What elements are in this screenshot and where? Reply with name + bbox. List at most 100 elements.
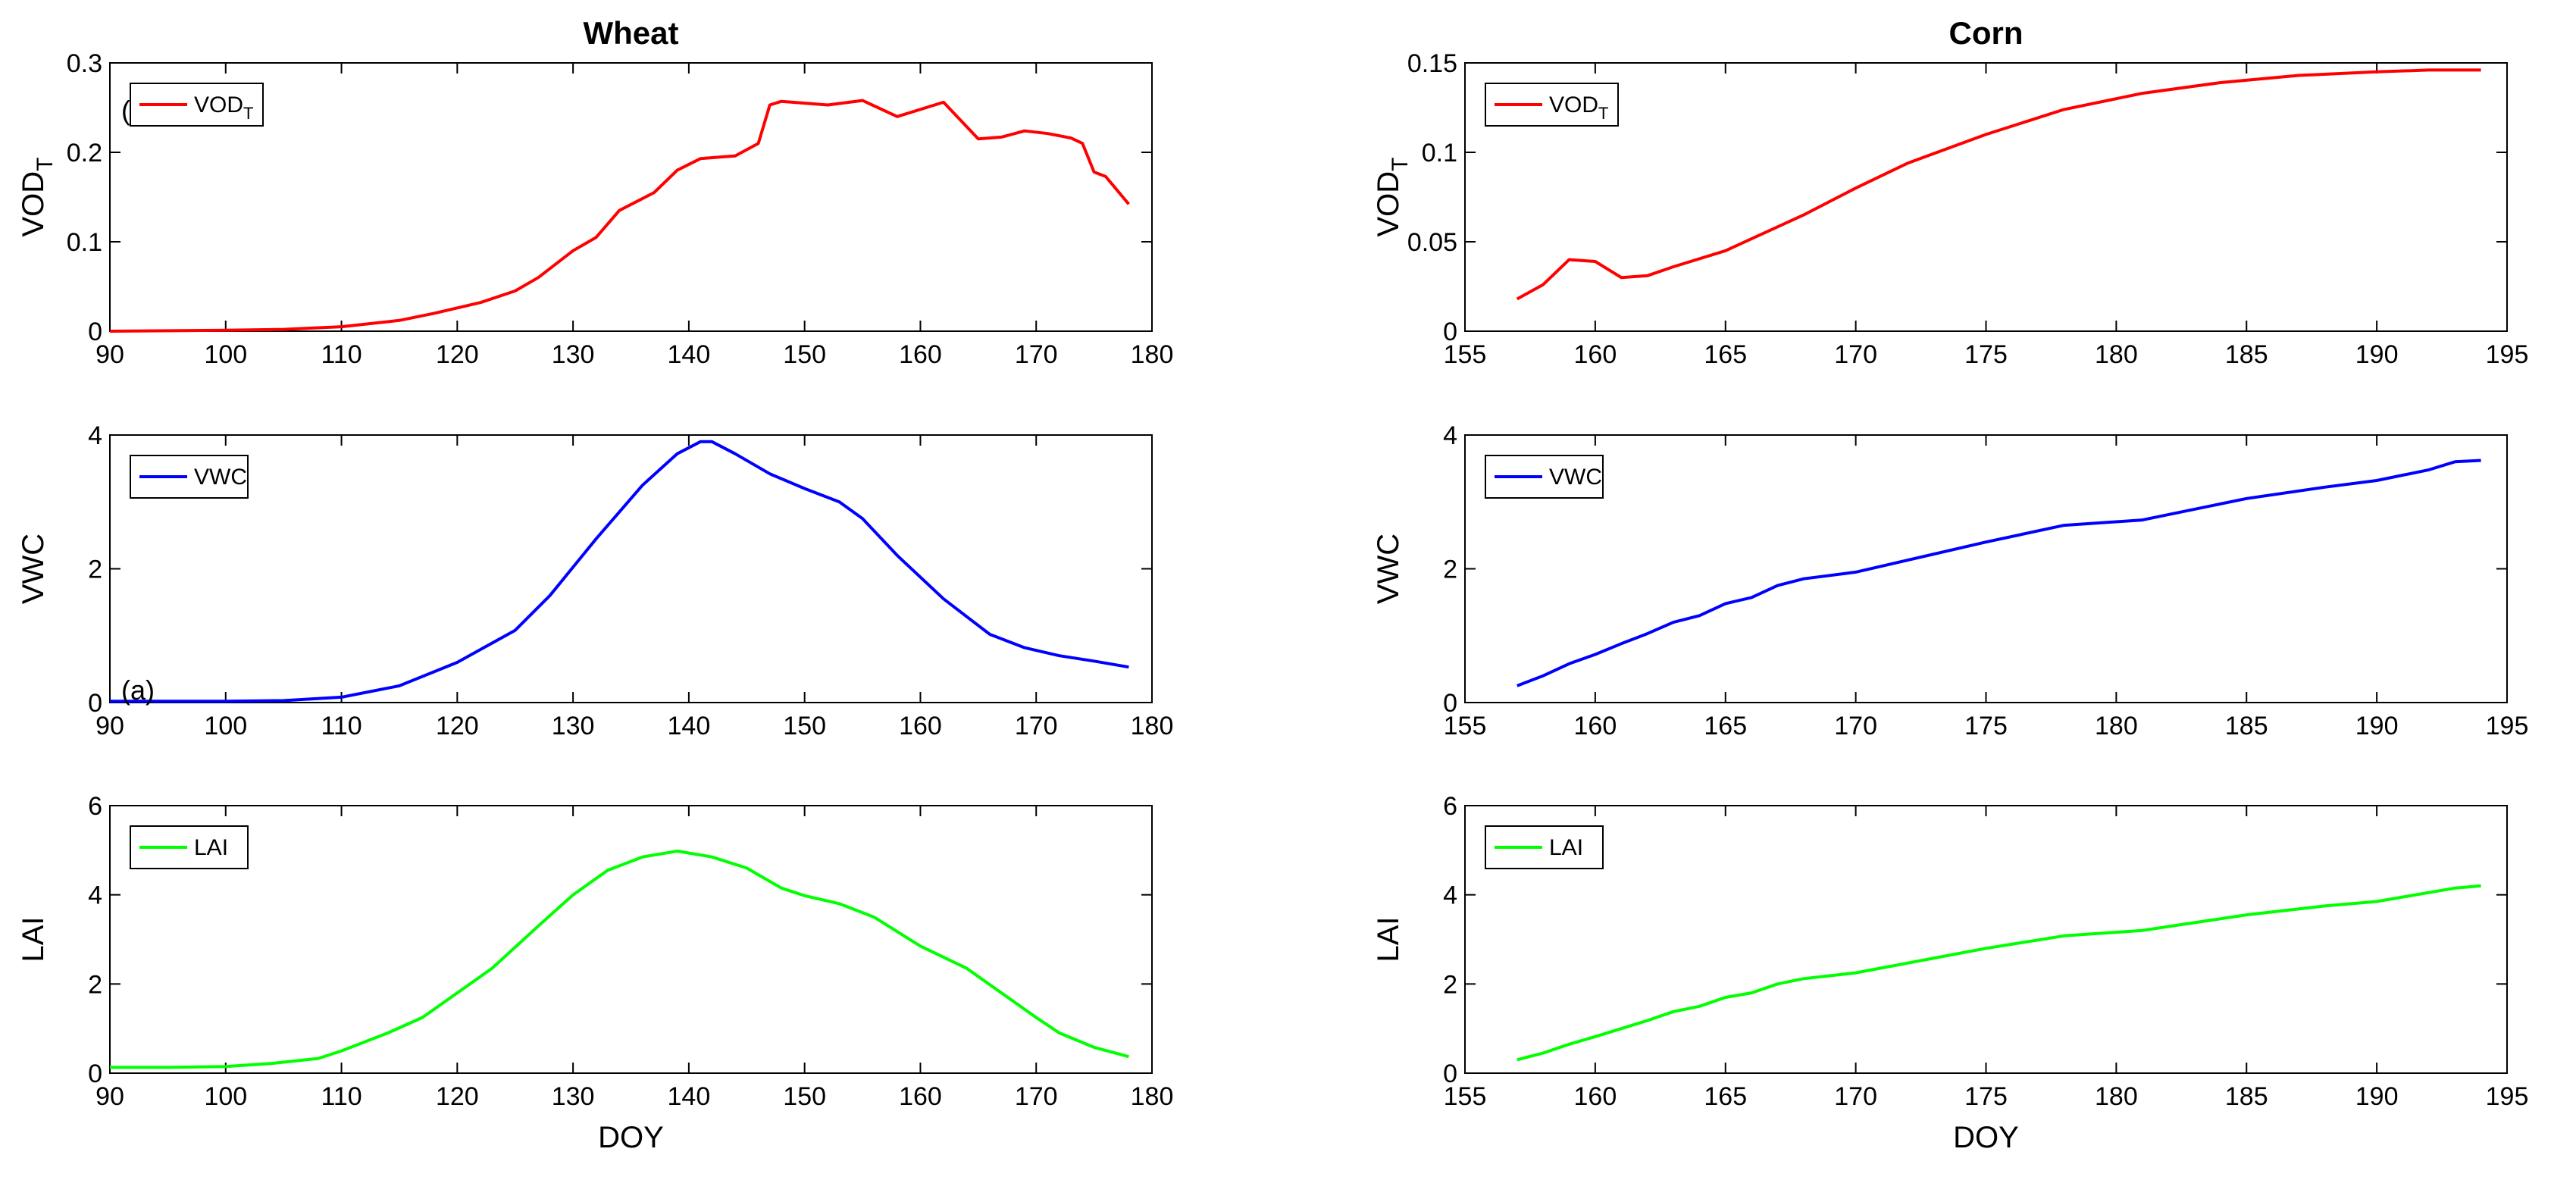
- y-tick-label: 0.15: [1407, 49, 1457, 78]
- y-axis-label-main: LAI: [1372, 916, 1405, 962]
- x-tick-label: 110: [321, 340, 362, 369]
- legend: VWC: [130, 455, 249, 499]
- x-tick-label: 195: [2486, 340, 2529, 369]
- y-tick-label: 4: [88, 881, 102, 910]
- legend-label-main: LAI: [1549, 835, 1583, 860]
- legend: VODT: [1485, 83, 1619, 127]
- x-tick-label: 180: [1131, 340, 1174, 369]
- legend-label-subscript: T: [243, 104, 253, 123]
- x-tick-label: 160: [1574, 1082, 1617, 1111]
- legend-label: VODT: [194, 92, 253, 123]
- y-tick-label: 6: [1443, 792, 1457, 821]
- legend-label-main: VOD: [1549, 92, 1598, 117]
- x-tick-label: 110: [321, 712, 362, 740]
- panel-wheat-vwc: 90 100 110 120 130 140 150 160 170 180 0 2 4 VWC VWC (a…: [17, 421, 1173, 740]
- legend: VODT: [130, 83, 264, 127]
- x-tick-label: 150: [783, 340, 826, 369]
- x-tick-label: 155: [1444, 1082, 1487, 1111]
- chart-title: Wheat: [584, 15, 679, 51]
- legend: LAI: [1485, 825, 1604, 869]
- panel-wheat-vodt: 90 100 110 120 130 140 150 160 170 180 0 0.1 0.2 0.3 W…: [17, 15, 1173, 369]
- x-tick-label: 190: [2355, 712, 2399, 740]
- x-tick-label: 190: [2355, 1082, 2399, 1111]
- x-tick-label: 195: [2486, 1082, 2529, 1111]
- y-axis-label: LAI: [1372, 916, 1405, 962]
- y-axis-label: VODT: [17, 157, 58, 236]
- y-tick-label: 0.1: [1422, 139, 1457, 167]
- y-axis-label-subscript: T: [1388, 157, 1413, 171]
- legend-label-main: VWC: [194, 465, 247, 490]
- x-tick-label: 185: [2225, 1082, 2268, 1111]
- x-tick-label: 100: [204, 340, 247, 369]
- panel-corn-lai: 155 160 165 170 175 180 185 190 195 0 2 4 6 LAI DOY LAI: [1372, 792, 2528, 1154]
- legend-label-main: VWC: [1549, 465, 1602, 490]
- x-tick-label: 195: [2486, 712, 2529, 740]
- x-tick-label: 100: [204, 1082, 247, 1111]
- y-tick-label: 0: [1443, 1060, 1457, 1088]
- x-tick-label: 165: [1704, 1082, 1747, 1111]
- x-tick-label: 160: [1574, 340, 1617, 369]
- x-tick-label: 170: [1834, 712, 1877, 740]
- y-axis-label: VODT: [1372, 157, 1413, 236]
- legend-label: VWC: [194, 465, 247, 490]
- x-tick-label: 160: [899, 712, 942, 740]
- axes-box: [1464, 62, 2508, 332]
- legend-label-subscript: T: [1598, 104, 1608, 123]
- series-line-vwc: [110, 440, 1129, 703]
- legend: VWC: [1485, 455, 1604, 499]
- y-tick-label: 0.05: [1407, 228, 1457, 257]
- x-tick-label: 140: [668, 712, 711, 740]
- y-tick-label: 2: [1443, 970, 1457, 999]
- axes-box: [1464, 434, 2508, 703]
- x-tick-label: 100: [204, 712, 247, 740]
- axes-box: [109, 434, 1153, 703]
- y-axis-label-main: VOD: [1372, 171, 1405, 237]
- y-tick-label: 0: [88, 1060, 102, 1088]
- x-tick-label: 165: [1704, 712, 1747, 740]
- x-tick-label: 120: [436, 712, 479, 740]
- x-tick-label: 190: [2355, 340, 2399, 369]
- y-tick-label: 6: [88, 792, 102, 821]
- chart-title: Corn: [1949, 15, 2024, 51]
- panel-corn-vodt: 155 160 165 170 175 180 185 190 195 0 0.05 0.1 0.15 C…: [1372, 15, 2528, 369]
- x-tick-label: 180: [1131, 712, 1174, 740]
- x-axis-label: DOY: [598, 1121, 664, 1154]
- x-tick-label: 130: [552, 1082, 595, 1111]
- series-line-lai: [1516, 884, 2481, 1062]
- x-tick-label: 140: [668, 340, 711, 369]
- legend-label: LAI: [194, 835, 228, 860]
- series-line-vwc: [1516, 459, 2481, 687]
- x-tick-label: 130: [552, 340, 595, 369]
- x-tick-label: 155: [1444, 340, 1487, 369]
- series-line-vod: [1516, 68, 2481, 301]
- x-tick-label: 170: [1015, 712, 1058, 740]
- legend-box: [1485, 825, 1604, 869]
- x-tick-label: 155: [1444, 712, 1487, 740]
- y-tick-label: 4: [1443, 881, 1457, 910]
- x-tick-label: 185: [2225, 712, 2268, 740]
- x-tick-label: 175: [1964, 340, 2008, 369]
- x-tick-label: 90: [95, 340, 124, 369]
- x-axis-label: DOY: [1953, 1121, 2019, 1154]
- x-tick-label: 130: [552, 712, 595, 740]
- y-tick-label: 0: [1443, 318, 1457, 346]
- y-axis-label: VWC: [17, 534, 50, 604]
- x-tick-label: 160: [899, 1082, 942, 1111]
- series-line-lai: [110, 850, 1129, 1069]
- y-axis-label-main: LAI: [17, 916, 50, 962]
- x-tick-label: 185: [2225, 340, 2268, 369]
- x-tick-label: 170: [1015, 340, 1058, 369]
- x-tick-label: 140: [668, 1082, 711, 1111]
- axes-box: [1464, 805, 2508, 1074]
- panel-annotation: (: [121, 95, 130, 126]
- y-axis-label: LAI: [17, 916, 50, 962]
- y-axis-label-main: VWC: [1372, 534, 1405, 604]
- y-axis-label-main: VOD: [17, 171, 50, 237]
- x-tick-label: 170: [1834, 1082, 1877, 1111]
- legend-label: LAI: [1549, 835, 1583, 860]
- y-tick-label: 4: [88, 421, 102, 450]
- y-tick-label: 0: [1443, 689, 1457, 718]
- panel-wheat-lai: 90 100 110 120 130 140 150 160 170 180 0 2 4 6 LAI DOY L…: [17, 792, 1173, 1154]
- x-tick-label: 110: [321, 1082, 362, 1111]
